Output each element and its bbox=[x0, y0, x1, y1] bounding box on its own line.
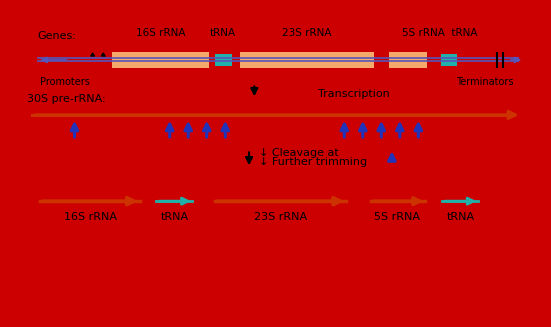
Bar bbox=[111, 52, 209, 68]
Text: tRNA: tRNA bbox=[210, 28, 236, 38]
Text: ↓ Cleavage at: ↓ Cleavage at bbox=[258, 147, 338, 158]
Text: tRNA: tRNA bbox=[446, 212, 475, 222]
Text: 30S pre-rRNA:: 30S pre-rRNA: bbox=[27, 94, 105, 104]
Text: 5S rRNA: 5S rRNA bbox=[374, 212, 420, 222]
Text: Promoters: Promoters bbox=[40, 77, 90, 87]
Text: ↓ Further trimming: ↓ Further trimming bbox=[258, 157, 367, 167]
Text: 5S rRNA  tRNA: 5S rRNA tRNA bbox=[402, 28, 477, 38]
Bar bbox=[240, 52, 375, 68]
Text: 23S rRNA: 23S rRNA bbox=[254, 212, 307, 222]
Bar bbox=[215, 54, 231, 66]
Bar bbox=[389, 52, 428, 68]
Text: 16S rRNA: 16S rRNA bbox=[136, 28, 185, 38]
Text: 16S rRNA: 16S rRNA bbox=[64, 212, 117, 222]
Bar bbox=[441, 54, 457, 66]
Text: Transcription: Transcription bbox=[318, 90, 390, 99]
Text: Terminators: Terminators bbox=[456, 77, 514, 87]
Text: tRNA: tRNA bbox=[161, 212, 189, 222]
Text: 23S rRNA: 23S rRNA bbox=[282, 28, 332, 38]
Text: Genes:: Genes: bbox=[37, 31, 77, 41]
